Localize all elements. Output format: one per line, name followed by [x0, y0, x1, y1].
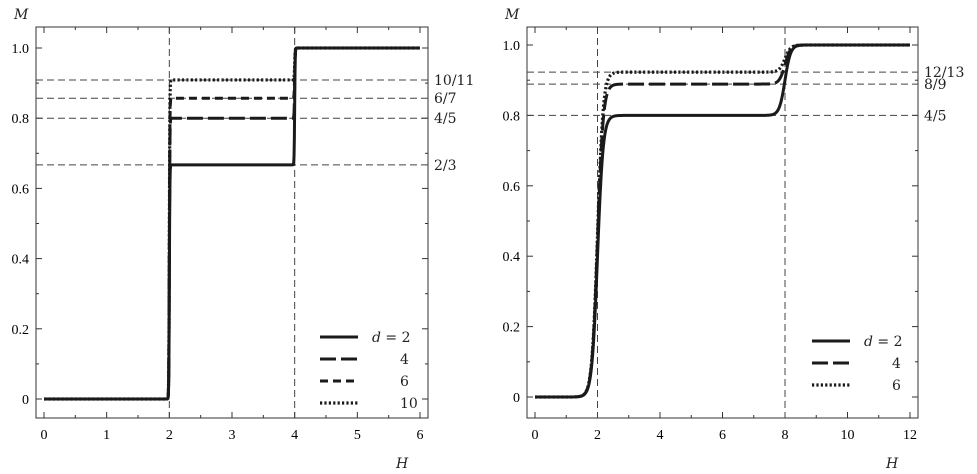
x-tick-label: 10 — [841, 428, 855, 443]
y-tick-label: 0.8 — [12, 112, 30, 127]
y-tick-label: 0.2 — [12, 323, 30, 338]
x-tick-label: 3 — [229, 428, 236, 443]
y-tick-label: 0 — [22, 393, 29, 408]
reference-value-label: 12/13 — [924, 65, 964, 81]
series-line — [533, 43, 912, 399]
reference-value-label: 4/5 — [434, 111, 457, 127]
x-tick-label: 12 — [903, 428, 917, 443]
series-line — [42, 46, 422, 401]
x-axis-label: H — [885, 456, 899, 472]
legend-label: d = 2 — [372, 330, 411, 346]
series-line — [42, 46, 422, 401]
plot-frame — [35, 26, 429, 419]
reference-value-label: 8/9 — [924, 77, 947, 93]
x-tick-label: 2 — [594, 428, 601, 443]
series-line — [533, 43, 912, 399]
y-tick-label: 0.4 — [503, 250, 521, 265]
y-tick-label: 0.6 — [503, 180, 521, 195]
reference-value-label: 6/7 — [434, 91, 457, 107]
y-tick-label: 0.2 — [503, 321, 521, 336]
legend-label: d = 2 — [864, 334, 903, 350]
y-tick-label: 0 — [513, 391, 520, 406]
y-tick-label: 1.0 — [503, 39, 521, 54]
y-axis-label: M — [504, 7, 520, 23]
legend-label: 4 — [400, 352, 409, 368]
x-tick-label: 8 — [782, 428, 789, 443]
y-tick-label: 1.0 — [12, 42, 30, 57]
plot-frame — [526, 26, 919, 419]
y-tick-label: 0.8 — [503, 109, 521, 124]
y-axis-label: M — [13, 7, 29, 23]
x-tick-label: 6 — [417, 428, 424, 443]
x-tick-label: 0 — [41, 428, 48, 443]
series-line — [42, 46, 422, 401]
legend-label: 10 — [400, 396, 418, 412]
legend-label: 6 — [400, 374, 409, 390]
y-tick-label: 0.6 — [12, 182, 30, 197]
left-chart-panel: 0 0.2 0.4 0.6 0.8 1.0 0 1 2 3 4 5 6 M H 10/11 6/7 4/5 2/3 d… — [12, 7, 475, 472]
reference-value-label: 2/3 — [434, 158, 457, 174]
reference-value-label: 4/5 — [924, 108, 947, 124]
x-tick-label: 5 — [354, 428, 361, 443]
series-line — [533, 43, 912, 399]
x-tick-label: 6 — [719, 428, 726, 443]
reference-value-label: 10/11 — [434, 73, 474, 89]
legend-label: 4 — [892, 356, 901, 372]
series-line — [42, 46, 422, 401]
x-tick-label: 4 — [291, 428, 298, 443]
x-axis-label: H — [395, 456, 409, 472]
x-tick-label: 1 — [103, 428, 110, 443]
x-tick-label: 2 — [166, 428, 173, 443]
legend-label: 6 — [892, 378, 901, 394]
y-tick-label: 0.4 — [12, 253, 30, 268]
x-tick-label: 4 — [657, 428, 664, 443]
x-tick-label: 0 — [532, 428, 539, 443]
right-chart-panel: 0 0.2 0.4 0.6 0.8 1.0 0 2 4 6 8 10 12 M H 12/138/9 4/5 d … — [503, 7, 965, 472]
